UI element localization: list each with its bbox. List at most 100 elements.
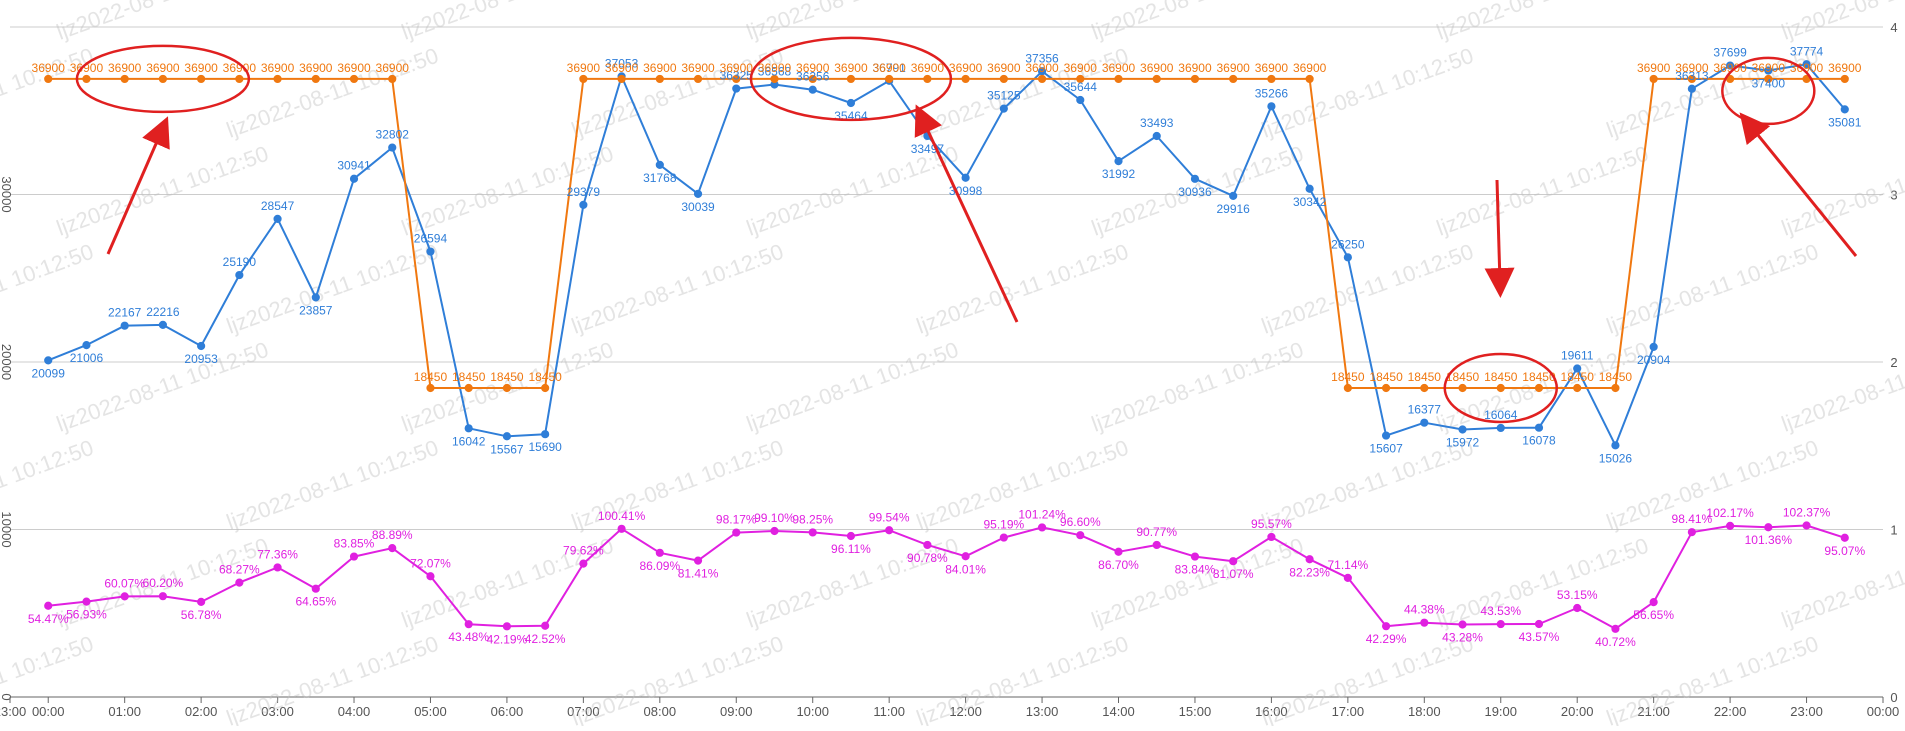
- data-point: [693, 189, 703, 198]
- right-axis-tick-label: 3: [1890, 188, 1897, 203]
- data-point: [235, 578, 244, 587]
- data-label: 36900: [1216, 61, 1250, 75]
- data-label: 36900: [643, 61, 677, 75]
- data-label: 22167: [108, 306, 142, 320]
- watermark-text: ljz2022-08-11 10:12:50: [223, 239, 442, 339]
- data-point: [464, 383, 473, 393]
- data-label: 35125: [987, 89, 1021, 103]
- data-point: [120, 74, 129, 84]
- x-axis-tick-label: 13:00: [1026, 704, 1059, 719]
- data-point: [1840, 74, 1849, 84]
- data-label: 18450: [1408, 370, 1442, 384]
- watermark-text: ljz2022-08-11 10:12:50: [53, 0, 272, 45]
- left-axis-tick-label: 20000: [0, 344, 14, 380]
- data-point: [1534, 423, 1544, 432]
- x-axis-tick-label: 04:00: [338, 704, 371, 719]
- data-labels: 20099 21006 22167 22216 20953 25190 28547 23857…: [28, 44, 1866, 649]
- data-label: 64.65%: [295, 595, 336, 609]
- data-label: 36900: [987, 61, 1021, 75]
- data-label: 20099: [32, 366, 66, 380]
- data-point: [732, 84, 741, 93]
- data-point: [158, 74, 167, 84]
- data-point: [1381, 383, 1391, 393]
- data-label: 15972: [1446, 435, 1480, 449]
- data-point: [846, 98, 856, 108]
- data-label: 18450: [1522, 370, 1556, 384]
- data-point: [655, 548, 664, 557]
- data-point: [349, 174, 359, 183]
- x-axis-tick-label: 08:00: [644, 704, 677, 719]
- data-point: [579, 200, 588, 210]
- data-point: [426, 247, 435, 256]
- data-point: [82, 74, 91, 84]
- data-label: 56.93%: [66, 608, 107, 622]
- data-label: 23857: [299, 303, 333, 317]
- data-point: [961, 552, 970, 561]
- data-label: 30936: [1178, 185, 1212, 199]
- series-line-1: [47, 63, 1846, 447]
- data-point: [1764, 523, 1773, 532]
- data-label: 19611: [1561, 349, 1594, 363]
- data-point: [120, 592, 129, 601]
- data-point: [1343, 573, 1352, 582]
- x-axis-tick-label: 23:00: [0, 704, 26, 719]
- watermark-text: ljz2022-08-11 10:12:50: [223, 631, 442, 726]
- data-point: [732, 74, 741, 84]
- data-point: [120, 321, 129, 330]
- data-label: 35081: [1828, 115, 1862, 129]
- data-point: [808, 74, 817, 84]
- axes: 0 10000 20000 30000 0 1 2 3 4 23:00 00:00 01:00 02:0…: [0, 20, 1899, 719]
- data-point: [1573, 364, 1582, 373]
- data-label: 53.15%: [1557, 588, 1598, 602]
- x-axis-tick-label: 07:00: [567, 704, 600, 719]
- data-point: [808, 85, 817, 94]
- data-point: [1726, 61, 1735, 70]
- data-point: [999, 104, 1008, 113]
- watermark-text: ljz2022-08-11 10:12:50: [1778, 0, 1905, 45]
- data-point: [158, 592, 167, 601]
- data-label: 99.54%: [869, 510, 910, 524]
- data-label: 37774: [1790, 44, 1824, 58]
- data-label: 101.36%: [1745, 533, 1793, 547]
- series-line-2: [48, 77, 1845, 389]
- annotation-arrow: [1484, 179, 1515, 298]
- data-label: 37400: [1752, 77, 1786, 91]
- data-point: [1802, 60, 1811, 69]
- data-point: [273, 74, 282, 84]
- highlight-ellipse: [1443, 352, 1559, 424]
- data-point: [617, 74, 626, 84]
- watermark-text: ljz2022-08-11 10:12:50: [1603, 239, 1822, 339]
- data-label: 36900: [337, 61, 371, 75]
- data-point: [1037, 74, 1047, 84]
- data-point: [846, 74, 856, 84]
- data-label: 22216: [146, 305, 180, 319]
- watermark-text: ljz2022-08-11 10:12:50: [1778, 337, 1905, 437]
- data-label: 18450: [1484, 370, 1518, 384]
- data-label: 29379: [567, 185, 601, 199]
- data-point: [1764, 74, 1773, 84]
- data-point: [388, 74, 397, 84]
- data-label: 36900: [1140, 61, 1174, 75]
- data-label: 43.53%: [1480, 604, 1521, 618]
- data-point: [693, 556, 703, 565]
- data-label: 81.41%: [678, 567, 719, 581]
- data-label: 95.07%: [1824, 544, 1865, 558]
- data-point: [426, 572, 435, 581]
- data-point: [1840, 105, 1849, 114]
- watermark-text: ljz2022-08-11 10:12:50: [1433, 141, 1652, 241]
- data-point: [579, 74, 588, 84]
- data-point: [732, 528, 741, 537]
- watermark-text: ljz2022-08-11 10:12:50: [568, 631, 787, 726]
- data-label: 16064: [1484, 408, 1518, 422]
- watermark-text: ljz2022-08-11 10:12:50: [913, 239, 1132, 339]
- watermark-text: ljz2022-08-11 10:12:50: [1258, 43, 1477, 143]
- data-label: 26594: [414, 232, 448, 246]
- x-axis-tick-label: 09:00: [720, 704, 753, 719]
- data-label: 18450: [528, 370, 562, 384]
- data-label: 98.17%: [716, 513, 757, 527]
- data-point: [1267, 74, 1276, 84]
- data-label: 25190: [223, 255, 257, 269]
- data-point: [1114, 74, 1123, 84]
- data-label: 18450: [1446, 370, 1480, 384]
- watermark-text: ljz2022-08-11 10:12:50: [0, 43, 97, 143]
